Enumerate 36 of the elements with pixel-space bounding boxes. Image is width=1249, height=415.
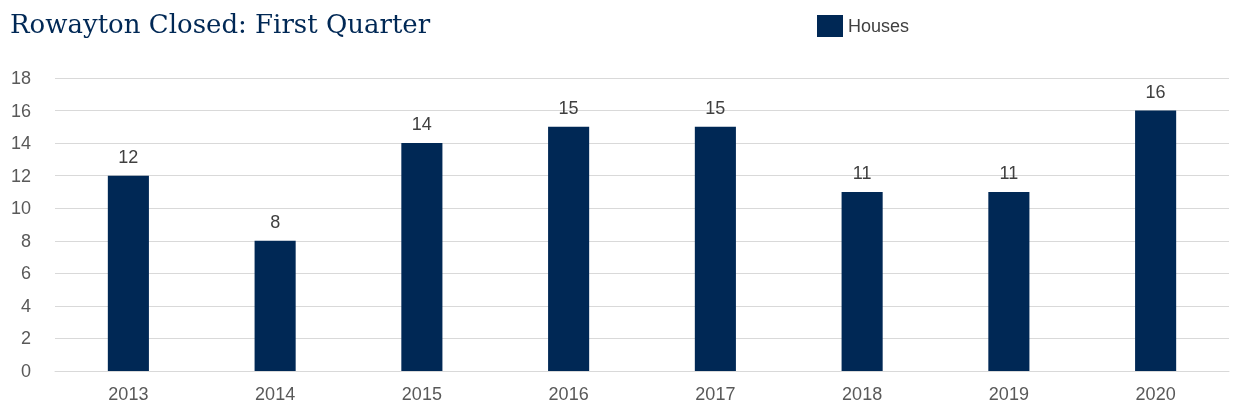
bar [401,143,443,371]
chart-title: Rowayton Closed: First Quarter [10,9,431,39]
data-label: 15 [705,97,726,118]
x-tick-label: 2016 [548,384,589,404]
y-tick-label: 12 [10,165,31,186]
data-label: 14 [411,114,432,135]
bar [841,191,883,371]
y-tick-label: 6 [20,263,31,284]
bar [548,126,590,371]
data-label: 8 [270,211,281,232]
data-label: 15 [558,97,579,118]
x-tick-label: 2019 [988,384,1029,404]
y-tick-label: 4 [20,295,31,316]
bar [694,126,736,371]
data-label: 12 [118,146,139,167]
bar [107,175,149,371]
bar [988,191,1030,371]
y-tick-label: 16 [10,100,31,121]
y-tick-label: 0 [20,361,31,381]
data-label: 11 [852,162,872,183]
bar [254,240,296,371]
x-tick-label: 2018 [842,384,883,404]
y-tick-label: 14 [10,133,31,154]
data-label: 16 [1145,81,1166,102]
y-tick-label: 10 [10,198,31,219]
x-tick-label: 2020 [1135,384,1176,404]
x-tick-label: 2015 [401,384,442,404]
x-tick-label: 2014 [255,384,296,404]
y-tick-label: 2 [20,328,31,349]
x-tick-label: 2013 [108,384,149,404]
data-label: 11 [999,162,1019,183]
x-tick-label: 2017 [695,384,736,404]
y-tick-label: 18 [10,68,31,88]
bar [1135,110,1177,371]
y-tick-label: 8 [20,230,31,251]
legend-label: Houses [848,16,910,36]
